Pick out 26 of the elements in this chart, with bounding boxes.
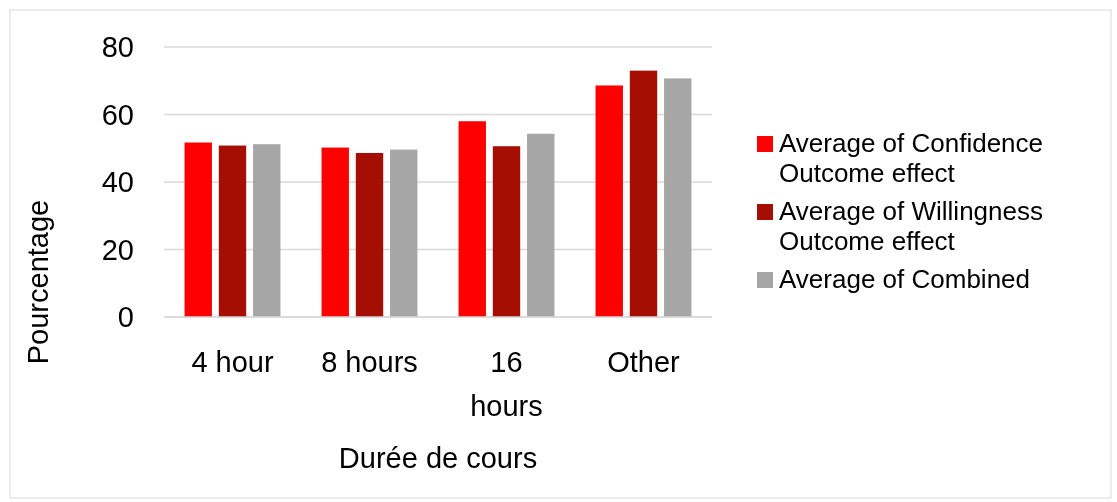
x-tick-label: 16 hours: [470, 346, 543, 422]
bar: [355, 152, 384, 317]
y-axis-title: Pourcentage: [22, 199, 54, 365]
y-tick-label: 20: [101, 233, 134, 266]
legend-label: Average of Combined: [779, 264, 1031, 294]
x-axis-title: Durée de cours: [338, 442, 538, 474]
y-tick-label: 80: [101, 31, 134, 63]
y-tick-label: 0: [117, 301, 134, 333]
bar: [629, 70, 658, 317]
x-tick-label: 8 hours: [321, 346, 418, 378]
bar: [390, 149, 418, 317]
bar: [458, 121, 486, 317]
bar: [321, 147, 349, 317]
x-tick-label: Other: [607, 346, 681, 378]
bar: [184, 142, 212, 317]
bar: [664, 78, 692, 317]
legend-label: Average of Confidence Outcome effect: [779, 128, 1044, 188]
bar: [253, 144, 281, 317]
y-tick-label: 60: [101, 98, 134, 131]
bar: [595, 85, 623, 317]
legend-label: Average of Willingness Outcome effect: [779, 196, 1043, 256]
y-tick-label: 40: [101, 166, 134, 198]
bar: [527, 133, 555, 317]
x-tick-label: 4 hour: [191, 346, 274, 378]
bar: [492, 146, 521, 317]
bar: [218, 145, 247, 317]
